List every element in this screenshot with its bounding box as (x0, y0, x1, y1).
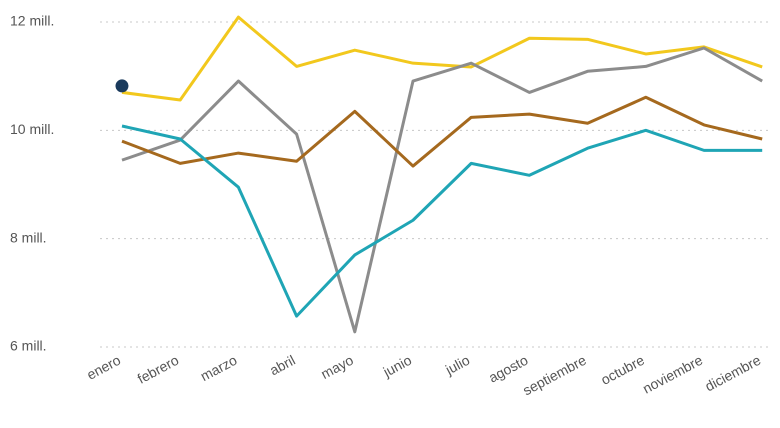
x-tick-label: diciembre (702, 352, 763, 395)
y-tick-label: 6 mill. (10, 338, 47, 354)
y-tick-label: 12 mill. (10, 13, 54, 29)
x-tick-label: mayo (318, 352, 356, 382)
x-tick-label: junio (380, 352, 415, 381)
series-line (121, 15, 763, 102)
x-tick-label: agosto (486, 352, 531, 386)
series-line (121, 124, 763, 318)
y-tick-label: 10 mill. (10, 121, 54, 137)
y-tick-label: 8 mill. (10, 229, 47, 245)
series-line (121, 95, 763, 168)
series-line (121, 46, 763, 334)
x-tick-label: marzo (198, 352, 240, 384)
x-tick-label: julio (442, 352, 473, 378)
x-tick-label: abril (267, 352, 298, 379)
x-tick-label: noviembre (640, 352, 705, 397)
x-tick-label: febrero (135, 352, 182, 387)
x-tick-label: septiembre (520, 352, 589, 399)
x-tick-label: enero (84, 352, 123, 383)
highlight-marker (115, 79, 129, 93)
